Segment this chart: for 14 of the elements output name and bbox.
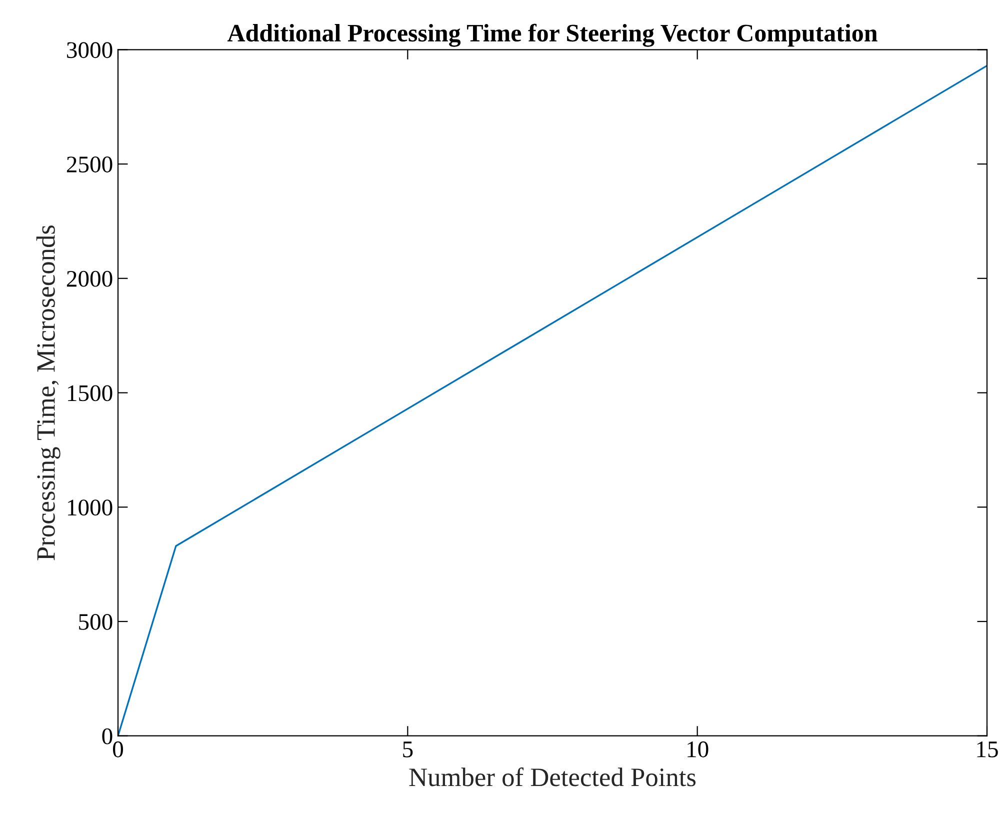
y-tick-label: 3000 <box>67 42 112 58</box>
y-tick-label: 0 <box>102 728 112 744</box>
x-tick-label: 10 <box>688 741 708 758</box>
x-tick-label: 0 <box>112 741 124 758</box>
y-tick-label: 1000 <box>68 500 112 516</box>
y-tick-label: 500 <box>79 614 112 630</box>
chart-title: Additional Processing Time for Steering Vector Computation <box>227 24 878 47</box>
y-axis-title: Processing Time, Microseconds <box>36 225 60 560</box>
y-tick-label: 1500 <box>68 385 112 402</box>
x-axis-title: Number of Detected Points <box>409 767 696 786</box>
y-tick-label: 2000 <box>66 270 112 287</box>
x-tick-label: 5 <box>403 742 413 758</box>
x-tick-label: 15 <box>977 742 998 758</box>
y-tick-label: 2500 <box>66 156 112 172</box>
